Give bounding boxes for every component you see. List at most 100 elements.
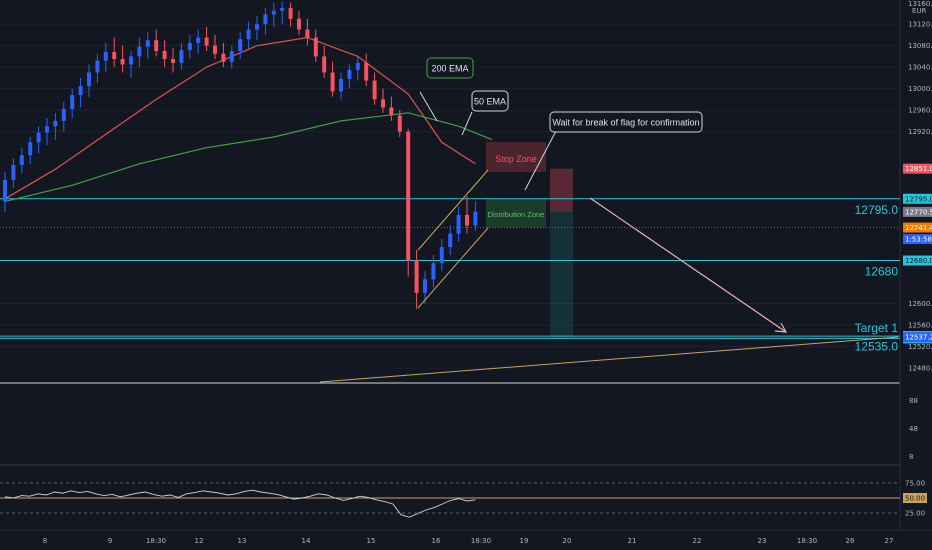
candle-body [322,56,327,73]
price-tick: 13000.0 [908,85,932,93]
volume-tick: 88 [909,397,918,405]
price-tick: 13080.0 [908,42,932,50]
horizontal-levels[interactable]: 12795.0 12680 Target 1 12535.0 [0,198,900,354]
stop-zone-label: Stop Zone [495,154,537,164]
level-label: 12535.0 [855,339,899,353]
distribution-zone-box [486,198,546,228]
candle-body [129,56,133,65]
level-badge-text: 12795.0 [905,195,932,203]
candle-body [431,263,436,280]
candle-body [61,109,66,121]
candle-body [347,69,352,79]
candle-body [19,155,24,165]
drawings[interactable] [319,91,899,383]
target-arrow[interactable] [589,197,787,333]
time-tick: 20 [563,537,572,545]
candle-body [473,211,478,226]
candle-body [389,107,394,116]
volume-tick: 48 [909,425,918,433]
candle-body [330,72,335,92]
ema50-label: 50 EMA [474,97,506,107]
candle-body [11,164,16,180]
candle-body [95,60,100,73]
candle-body [112,52,117,60]
candle-body [280,8,285,11]
flag-note: Wait for break of flag for confirmation [552,118,699,128]
candle-body [229,51,234,62]
ema200-label-box[interactable] [426,57,474,79]
candle-body [305,29,310,38]
candle-body [87,72,91,86]
time-tick: 18:30 [797,537,817,545]
ema50-label-box[interactable] [471,90,509,112]
flag-upper-line[interactable] [417,169,489,251]
candle-body [171,59,175,63]
candle-body [154,40,159,52]
time-tick: 16 [432,537,441,545]
candle-body [103,52,108,61]
price-badge-text: 12537.2 [905,334,932,342]
target-zone-box [550,211,573,338]
candle-body [297,18,301,30]
price-axis-top-label: 13160.0 [908,0,932,8]
candle-body [448,233,453,248]
candle-body [406,131,411,261]
candle-body [414,260,419,293]
time-tick: 14 [302,537,311,545]
grid [0,0,932,531]
rsi-line [4,489,476,518]
candle-body [145,40,150,47]
rising-trendline[interactable] [319,336,899,383]
candle-body [78,85,83,96]
zones [486,142,573,338]
rsi-tick: 25.00 [905,510,925,518]
time-tick: 12 [195,537,204,545]
candle-body [288,8,293,19]
rsi-badge [903,493,927,503]
price-badge [903,234,932,245]
candle-body [137,46,142,57]
flag-lower-line[interactable] [417,227,489,309]
time-tick: 21 [628,537,637,545]
level-badge [903,255,932,266]
candle-body [53,120,58,127]
time-tick: 22 [693,537,702,545]
level-label: 12795.0 [855,203,899,217]
candle-body [456,214,461,234]
target-arrowhead [774,322,788,333]
candle-body [465,214,469,226]
level-badge [903,193,932,204]
candle-body [263,14,268,25]
candle-body [372,80,377,100]
candle-body [246,29,251,40]
time-tick: 8 [43,537,47,545]
stop-zone-box [550,168,573,212]
time-tick: 26 [846,537,855,545]
price-badge-text: 12851.0 [905,165,932,173]
candle-body [45,126,49,133]
candle-body [364,62,369,81]
rsi-pane [0,482,900,518]
candles [3,1,478,309]
time-tick: 9 [108,537,112,545]
ema-200-line [4,112,493,202]
candle-body [179,49,184,63]
price-tick: 13120.0 [908,21,932,29]
currency-label: EUR [912,7,927,15]
stop-zone-label-bg [486,142,546,172]
price-tick: 12600.0 [908,300,932,308]
candle-body [355,62,360,70]
time-tick: 18:30 [471,537,491,545]
candle-body [423,279,427,293]
price-tick: 12520.0 [908,343,932,351]
distribution-zone-label: Distribution Zone [488,210,545,219]
annotations[interactable]: 200 EMA 50 EMA Wait for break of flag for … [426,57,703,219]
flag-note-box[interactable] [549,111,703,133]
price-badge [903,332,932,343]
time-tick: 18:30 [146,537,166,545]
candle-body [238,39,243,52]
candle-body [162,51,167,60]
